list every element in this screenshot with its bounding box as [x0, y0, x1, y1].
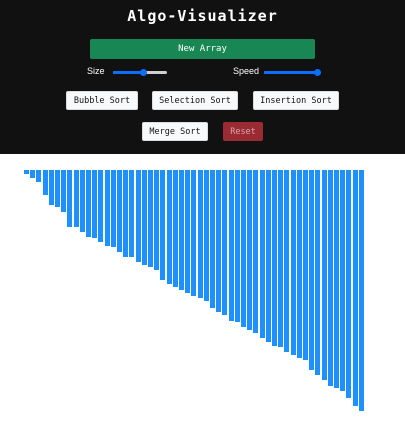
- merge-sort-button[interactable]: Merge Sort: [142, 122, 208, 141]
- size-slider[interactable]: [113, 69, 167, 76]
- array-bar: [216, 170, 222, 312]
- array-bar: [247, 170, 253, 330]
- new-array-button[interactable]: New Array: [90, 39, 315, 59]
- array-bar: [67, 170, 73, 227]
- reset-button[interactable]: Reset: [223, 122, 263, 141]
- array-bar: [160, 170, 166, 280]
- array-bar: [272, 170, 277, 346]
- array-bar: [309, 170, 315, 370]
- array-bar: [36, 170, 42, 182]
- array-bar: [92, 170, 98, 238]
- array-bar: [315, 170, 321, 375]
- app-title: Algo-Visualizer: [127, 7, 278, 25]
- array-bar: [228, 170, 234, 321]
- array-bar: [265, 170, 271, 342]
- array-bar: [166, 170, 172, 284]
- insertion-sort-button[interactable]: Insertion Sort: [253, 91, 339, 110]
- array-bar: [259, 170, 265, 338]
- array-bar: [210, 170, 215, 308]
- size-slider-thumb[interactable]: [139, 69, 147, 76]
- speed-slider-thumb[interactable]: [314, 69, 321, 76]
- speed-slider-fill: [264, 71, 317, 74]
- array-bar: [24, 170, 29, 174]
- array-bar: [104, 170, 110, 246]
- array-bar: [73, 170, 79, 227]
- array-bar: [30, 170, 36, 178]
- array-bar: [222, 170, 228, 315]
- array-bar: [284, 170, 290, 352]
- size-label: Size: [87, 66, 105, 76]
- size-slider-fill: [113, 71, 143, 74]
- array-bar: [303, 170, 308, 360]
- array-bar: [334, 170, 339, 388]
- array-bar: [278, 170, 284, 347]
- selection-sort-button[interactable]: Selection Sort: [152, 91, 238, 110]
- array-bar: [55, 170, 60, 207]
- array-bar: [296, 170, 302, 358]
- array-bar: [79, 170, 85, 232]
- array-bar: [172, 170, 178, 287]
- array-bar: [185, 170, 191, 293]
- array-bar: [191, 170, 197, 296]
- array-bars: [0, 170, 405, 420]
- array-bar: [253, 170, 259, 333]
- array-bar: [61, 170, 67, 212]
- array-bar: [148, 170, 153, 267]
- array-bar: [141, 170, 147, 265]
- array-bar: [327, 170, 333, 386]
- array-bar: [340, 170, 346, 391]
- array-bar: [86, 170, 91, 237]
- array-bar: [321, 170, 327, 380]
- array-bar: [358, 170, 364, 411]
- array-bar: [110, 170, 116, 247]
- array-bar: [234, 170, 240, 322]
- bubble-sort-button[interactable]: Bubble Sort: [66, 91, 138, 110]
- array-bar: [129, 170, 135, 257]
- array-bar: [123, 170, 129, 257]
- array-bar: [290, 170, 296, 355]
- array-bar: [48, 170, 54, 205]
- array-bar: [135, 170, 141, 262]
- array-bar: [42, 170, 48, 195]
- speed-slider[interactable]: [264, 69, 321, 76]
- array-bar: [197, 170, 203, 298]
- array-bar: [203, 170, 209, 301]
- array-bar: [179, 170, 184, 290]
- control-panel: Algo-Visualizer New Array Size Speed Bub…: [0, 0, 405, 154]
- array-bar: [117, 170, 122, 252]
- speed-label: Speed: [233, 66, 260, 76]
- array-bar: [352, 170, 358, 406]
- array-bar: [241, 170, 246, 327]
- array-bar: [154, 170, 160, 270]
- array-bar: [98, 170, 104, 242]
- array-bar: [346, 170, 352, 398]
